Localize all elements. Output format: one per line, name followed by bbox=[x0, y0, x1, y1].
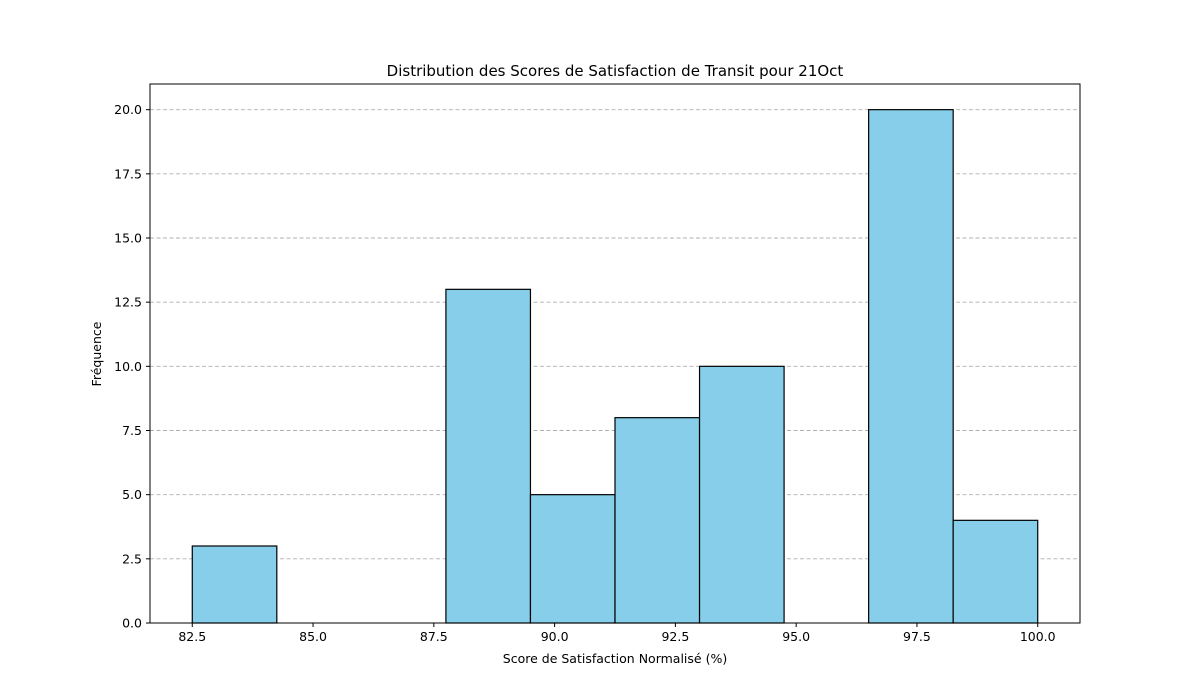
x-axis-title: Score de Satisfaction Normalisé (%) bbox=[503, 651, 727, 666]
x-tick-label: 97.5 bbox=[903, 629, 931, 644]
x-axis-ticks: 82.5 85.0 87.5 90.0 92.5 95.0 97.5 100.0 bbox=[178, 623, 1056, 644]
x-tick-label: 82.5 bbox=[178, 629, 206, 644]
y-tick-label: 2.5 bbox=[122, 551, 142, 566]
y-tick-label: 10.0 bbox=[114, 359, 142, 374]
chart-title: Distribution des Scores de Satisfaction … bbox=[387, 62, 844, 80]
x-tick-label: 95.0 bbox=[782, 629, 810, 644]
y-tick-label: 12.5 bbox=[114, 295, 142, 310]
y-tick-label: 15.0 bbox=[114, 231, 142, 246]
x-tick-label: 92.5 bbox=[661, 629, 689, 644]
plot-frame bbox=[149, 83, 1081, 624]
histogram-bar bbox=[952, 519, 1039, 624]
histogram-bars bbox=[191, 109, 1039, 624]
x-tick-label: 85.0 bbox=[299, 629, 327, 644]
x-tick-label: 100.0 bbox=[1020, 629, 1056, 644]
y-tick-label: 20.0 bbox=[114, 102, 142, 117]
histogram-bar bbox=[868, 109, 954, 624]
y-tick-label: 0.0 bbox=[122, 616, 142, 631]
x-tick-label: 87.5 bbox=[420, 629, 448, 644]
y-axis-title: Fréquence bbox=[89, 321, 104, 386]
histogram-bar bbox=[614, 417, 701, 624]
histogram-bar bbox=[529, 494, 616, 624]
x-tick-label: 90.0 bbox=[541, 629, 569, 644]
histogram-bar bbox=[698, 365, 785, 624]
y-tick-label: 5.0 bbox=[122, 487, 142, 502]
y-tick-label: 7.5 bbox=[122, 423, 142, 438]
y-axis-ticks: 0.0 2.5 5.0 7.5 10.0 12.5 15.0 17.5 20.0 bbox=[114, 102, 150, 631]
y-tick-label: 17.5 bbox=[114, 166, 142, 181]
histogram-bar bbox=[445, 288, 532, 624]
histogram-bar bbox=[191, 545, 278, 624]
